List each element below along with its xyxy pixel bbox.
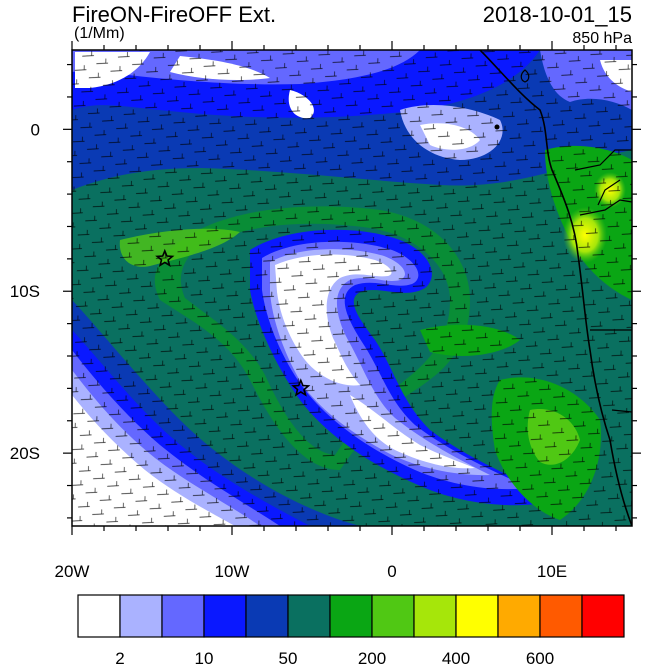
colorbar-swatch	[245, 594, 289, 638]
map-title: FireON-FireOFF Ext.	[72, 2, 277, 27]
colorbar-label: 2	[115, 649, 124, 667]
colorbar-swatch	[455, 594, 499, 638]
colorbar-swatch	[287, 594, 331, 638]
colorbar-swatch	[329, 594, 373, 638]
lon-label-10w: 10W	[215, 562, 250, 581]
country-borders	[574, 149, 632, 413]
colorbar-label: 50	[279, 649, 298, 667]
lat-labels: 0 10S 20S	[10, 120, 40, 463]
colorbar-label: 200	[358, 649, 386, 667]
pressure-level: 850 hPa	[572, 30, 632, 47]
lon-labels: 20W 10W 0 10E	[55, 562, 568, 581]
colorbar-swatch	[539, 594, 583, 638]
colorbar-swatch	[413, 594, 457, 638]
colorbar-swatch	[203, 594, 247, 638]
colorbar-swatch	[371, 594, 415, 638]
lon-label-20w: 20W	[55, 562, 90, 581]
map-plot-area	[72, 50, 632, 526]
lat-label-0: 0	[31, 120, 40, 139]
colorbar-swatch	[77, 594, 121, 638]
colorbar-labels: 2 10 50 200 400 600	[115, 649, 554, 667]
colorbar-swatch	[161, 594, 205, 638]
lon-label-0: 0	[387, 562, 396, 581]
colorbar-label: 10	[195, 649, 214, 667]
star-markers	[155, 248, 311, 397]
lat-label-10s: 10S	[10, 282, 40, 301]
lat-label-20s: 20S	[10, 444, 40, 463]
colorbar-swatch	[581, 594, 625, 638]
colorbar-swatch	[497, 594, 541, 638]
star-marker-icon	[155, 248, 175, 268]
colorbar-label: 600	[526, 649, 554, 667]
colorbar-swatch	[119, 594, 163, 638]
coastline	[479, 50, 632, 526]
valid-time: 2018-10-01_15	[482, 2, 632, 27]
colorbar	[77, 594, 625, 638]
map-frame	[71, 49, 633, 527]
colorbar-label: 400	[442, 649, 470, 667]
lon-label-10e: 10E	[537, 562, 567, 581]
axis-ticks	[63, 41, 641, 535]
star-marker-icon	[291, 378, 311, 397]
units-label: (1/Mm)	[74, 25, 125, 42]
wind-barbs	[72, 50, 632, 526]
